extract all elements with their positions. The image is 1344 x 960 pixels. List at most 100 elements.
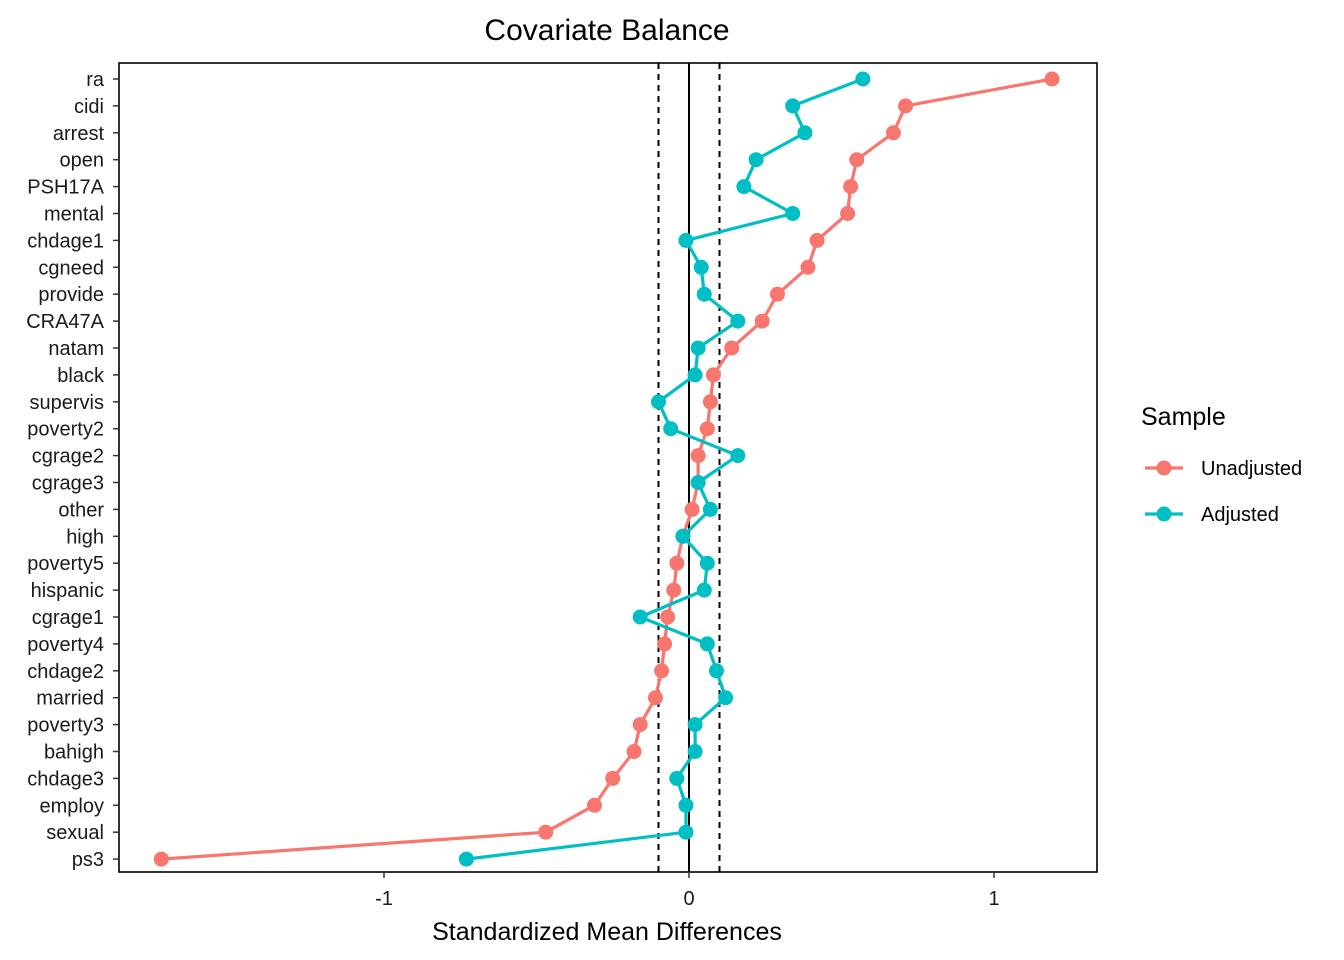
unadjusted-point	[538, 824, 554, 840]
y-tick-label: mental	[44, 204, 104, 226]
unadjusted-point	[809, 232, 825, 248]
adjusted-point	[458, 851, 474, 867]
adjusted-series-line	[466, 77, 864, 861]
y-tick-label: other	[58, 499, 104, 521]
unadjusted-point	[684, 501, 700, 517]
unadjusted-point	[769, 286, 785, 302]
unadjusted-point	[1044, 71, 1060, 87]
y-tick-label: chdage3	[27, 768, 104, 790]
y-tick-label: poverty3	[27, 715, 104, 737]
y-tick-label: ra	[86, 69, 105, 91]
adjusted-point	[687, 717, 703, 733]
adjusted-point	[785, 206, 801, 221]
legend: Sample Unadjusted Adjusted	[1141, 403, 1302, 526]
y-tick-label: poverty4	[27, 634, 104, 656]
x-tick-label: 0	[683, 888, 694, 910]
chart-title: Covariate Balance	[484, 14, 729, 47]
y-tick-label: chdage2	[27, 661, 104, 683]
y-tick-label: provide	[38, 284, 104, 306]
y-tick-label: cgrage2	[32, 446, 104, 468]
adjusted-point	[730, 448, 746, 464]
unadjusted-point	[702, 394, 718, 410]
y-tick-label: black	[57, 365, 105, 387]
legend-title: Sample	[1141, 403, 1226, 431]
adjusted-point	[632, 609, 648, 625]
unadjusted-point	[840, 206, 856, 221]
adjusted-point	[687, 367, 703, 383]
unadjusted-point	[666, 582, 682, 598]
y-tick-label: ps3	[72, 849, 104, 871]
unadjusted-series-line	[161, 77, 1053, 861]
legend-key-point-adjusted	[1156, 506, 1172, 522]
y-tick-label: natam	[48, 338, 104, 360]
unadjusted-point	[586, 797, 602, 813]
unadjusted-point	[647, 690, 663, 706]
unadjusted-point	[705, 367, 721, 383]
adjusted-point	[678, 824, 694, 840]
plot-border	[118, 62, 1098, 873]
unadjusted-point	[800, 259, 816, 275]
adjusted-point	[736, 179, 752, 195]
y-tick-label: cidi	[74, 96, 104, 118]
unadjusted-point	[660, 609, 676, 625]
x-axis: -1 0 1	[375, 872, 1000, 910]
unadjusted-point	[754, 313, 770, 329]
unadjusted-point	[885, 125, 901, 141]
adjusted-point	[675, 528, 691, 544]
y-tick-label: high	[66, 526, 104, 548]
y-tick-label: cgrage1	[32, 607, 104, 629]
unadjusted-point	[724, 340, 740, 356]
y-tick-label: cgneed	[38, 257, 104, 279]
y-tick-label: bahigh	[44, 742, 104, 764]
y-tick-label: poverty2	[27, 419, 104, 441]
y-tick-label: poverty5	[27, 553, 104, 575]
unadjusted-point	[849, 152, 865, 168]
adjusted-point	[690, 475, 706, 490]
y-axis: ra cidi arrest open PSH17A mental chdage1 cgnee…	[26, 69, 119, 871]
legend-label-unadjusted: Unadjusted	[1201, 458, 1302, 480]
unadjusted-point	[898, 98, 914, 114]
y-tick-label: married	[36, 688, 104, 710]
adjusted-point	[730, 313, 746, 329]
unadjusted-point	[605, 770, 621, 786]
adjusted-point	[678, 797, 694, 813]
adjusted-point	[690, 340, 706, 356]
y-tick-label: open	[60, 150, 105, 172]
adjusted-point	[651, 394, 666, 410]
unadjusted-point	[669, 555, 685, 571]
y-tick-label: CRA47A	[26, 311, 104, 333]
adjusted-point	[669, 770, 685, 786]
adjusted-point	[797, 125, 813, 141]
plot-panel	[118, 62, 1098, 873]
adjusted-point	[748, 152, 764, 168]
x-tick-label: 1	[988, 888, 999, 910]
adjusted-point	[699, 555, 715, 571]
legend-key-point-unadjusted	[1156, 460, 1172, 476]
x-axis-label: Standardized Mean Differences	[432, 918, 782, 946]
adjusted-point	[687, 744, 703, 759]
y-tick-label: employ	[40, 795, 104, 817]
adjusted-point	[663, 421, 679, 437]
unadjusted-point	[153, 851, 169, 867]
unadjusted-point	[699, 421, 715, 437]
y-tick-label: chdage1	[27, 230, 104, 252]
unadjusted-point	[657, 636, 673, 652]
adjusted-point	[678, 232, 694, 248]
adjusted-point	[696, 286, 712, 302]
adjusted-point	[718, 690, 734, 706]
unadjusted-point	[632, 717, 648, 733]
adjusted-point	[855, 71, 871, 87]
y-tick-label: PSH17A	[27, 177, 104, 199]
adjusted-point	[708, 663, 724, 679]
y-tick-label: supervis	[30, 392, 104, 414]
adjusted-point	[693, 259, 709, 275]
adjusted-point	[699, 636, 715, 652]
adjusted-point	[702, 501, 718, 517]
y-tick-label: hispanic	[31, 580, 104, 602]
y-tick-label: sexual	[46, 822, 104, 844]
adjusted-point	[696, 582, 712, 598]
unadjusted-point	[654, 663, 670, 679]
unadjusted-point	[843, 179, 859, 195]
unadjusted-point	[690, 448, 706, 464]
